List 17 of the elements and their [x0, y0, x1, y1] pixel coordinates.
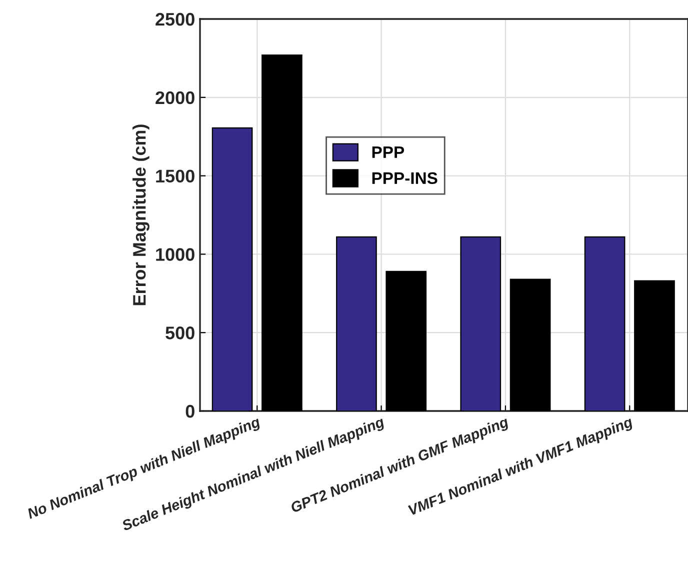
bar [460, 236, 502, 411]
bar [336, 236, 377, 411]
y-axis-title: Error Magnitude (cm) [132, 124, 150, 306]
y-tick-label: 1500 [156, 170, 194, 183]
y-tick-label: 1000 [156, 248, 194, 261]
y-tick-label: 2000 [156, 91, 194, 104]
bar [212, 127, 253, 411]
y-tick-label: 0 [186, 404, 194, 418]
bar [386, 270, 427, 411]
legend-label: PPP-INS [372, 172, 438, 184]
bar [584, 236, 626, 411]
legend-label: PPP [372, 146, 404, 158]
y-tick-label: 2500 [156, 12, 194, 26]
bar [262, 54, 302, 411]
bar [634, 280, 675, 411]
y-tick-label: 500 [166, 326, 194, 340]
bar [510, 278, 551, 411]
